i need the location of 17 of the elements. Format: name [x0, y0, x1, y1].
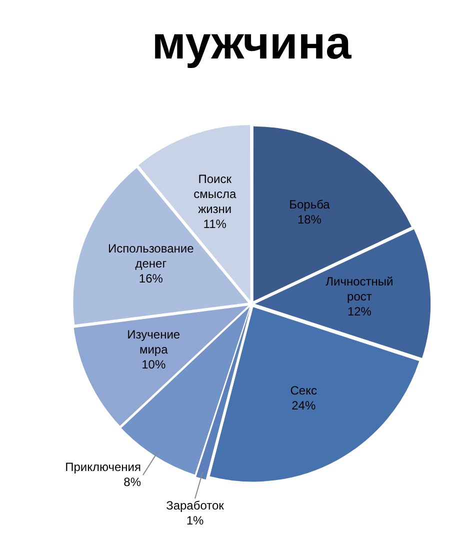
slice-label: Поиск смысла жизни	[194, 172, 236, 216]
slice-label: Изучение мира	[127, 327, 180, 356]
chart-title: мужчина	[152, 16, 352, 68]
slice-label: Борьба	[289, 198, 330, 212]
data-label: 18%	[297, 212, 322, 227]
data-label: 10%	[142, 357, 166, 372]
data-label: 12%	[347, 304, 372, 319]
slice-label: Использование денег	[108, 242, 194, 271]
slice-label: Заработок	[166, 498, 225, 512]
slice-label: Приключения	[65, 460, 141, 474]
data-label: 16%	[138, 272, 164, 286]
data-label: 1%	[186, 513, 204, 528]
slice-label: Секс	[290, 384, 317, 398]
slice-label: Личностный рост	[326, 274, 394, 304]
data-label: 8%	[124, 474, 142, 489]
data-label: 11%	[203, 217, 227, 232]
data-label: 24%	[292, 398, 316, 413]
